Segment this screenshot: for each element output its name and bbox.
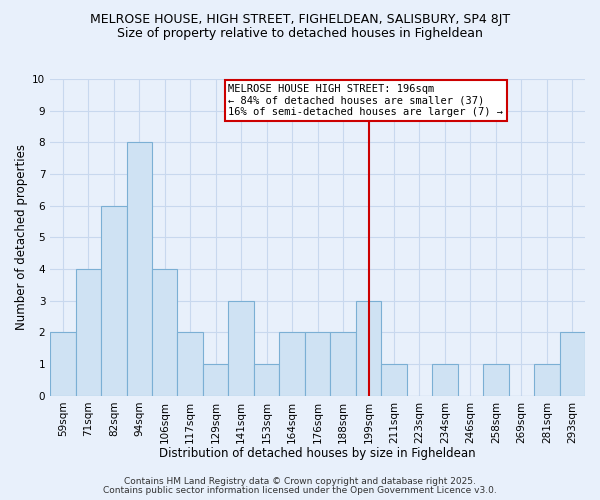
Bar [254, 364, 280, 396]
Bar [101, 206, 127, 396]
Bar [203, 364, 229, 396]
Text: MELROSE HOUSE HIGH STREET: 196sqm
← 84% of detached houses are smaller (37)
16% : MELROSE HOUSE HIGH STREET: 196sqm ← 84% … [229, 84, 503, 117]
Bar [560, 332, 585, 396]
Bar [381, 364, 407, 396]
Text: MELROSE HOUSE, HIGH STREET, FIGHELDEAN, SALISBURY, SP4 8JT: MELROSE HOUSE, HIGH STREET, FIGHELDEAN, … [90, 12, 510, 26]
Bar [534, 364, 560, 396]
Text: Size of property relative to detached houses in Figheldean: Size of property relative to detached ho… [117, 28, 483, 40]
Y-axis label: Number of detached properties: Number of detached properties [15, 144, 28, 330]
X-axis label: Distribution of detached houses by size in Figheldean: Distribution of detached houses by size … [159, 447, 476, 460]
Bar [432, 364, 458, 396]
Bar [178, 332, 203, 396]
Bar [305, 332, 331, 396]
Bar [76, 269, 101, 396]
Bar [127, 142, 152, 396]
Bar [356, 301, 381, 396]
Bar [331, 332, 356, 396]
Text: Contains public sector information licensed under the Open Government Licence v3: Contains public sector information licen… [103, 486, 497, 495]
Bar [50, 332, 76, 396]
Text: Contains HM Land Registry data © Crown copyright and database right 2025.: Contains HM Land Registry data © Crown c… [124, 477, 476, 486]
Bar [152, 269, 178, 396]
Bar [280, 332, 305, 396]
Bar [229, 301, 254, 396]
Bar [483, 364, 509, 396]
